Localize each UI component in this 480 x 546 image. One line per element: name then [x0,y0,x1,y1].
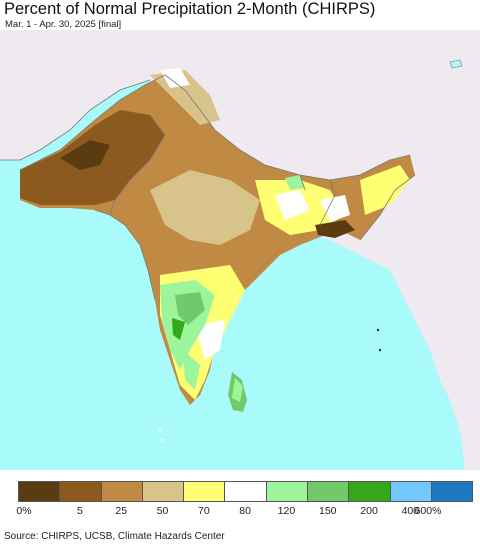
map-subtitle: Mar. 1 - Apr. 30, 2025 [final] [5,19,122,30]
source-credit: Source: CHIRPS, UCSB, Climate Hazards Ce… [4,531,225,542]
legend-swatch [431,482,473,501]
legend-swatch [308,482,350,501]
legend-tick-label: 200 [360,505,378,517]
legend-swatch [184,482,226,501]
legend-tick-label: 70 [198,505,210,517]
precipitation-map [0,30,480,470]
legend-swatch [225,482,267,501]
legend-swatch [101,482,143,501]
legend-tick-label: 0% [16,505,32,517]
legend-tick-label: 600% [414,505,442,517]
legend-tick-label: 5 [77,505,83,517]
legend-tick-label: 50 [156,505,169,517]
legend-color-bar [18,481,474,502]
map-title: Percent of Normal Precipitation 2-Month … [4,0,376,18]
legend-swatch [349,482,391,501]
legend-swatch [390,482,432,501]
legend-tick-label: 150 [318,505,337,517]
legend-swatch [19,482,61,501]
legend-tick-label: 80 [239,505,251,517]
legend-tick-label: 25 [115,505,128,517]
legend-swatch [266,482,309,501]
legend-tick-label: 400 [401,505,420,517]
legend-swatch [142,482,185,501]
legend-swatch [60,482,102,501]
legend-tick-label: 120 [277,505,296,517]
